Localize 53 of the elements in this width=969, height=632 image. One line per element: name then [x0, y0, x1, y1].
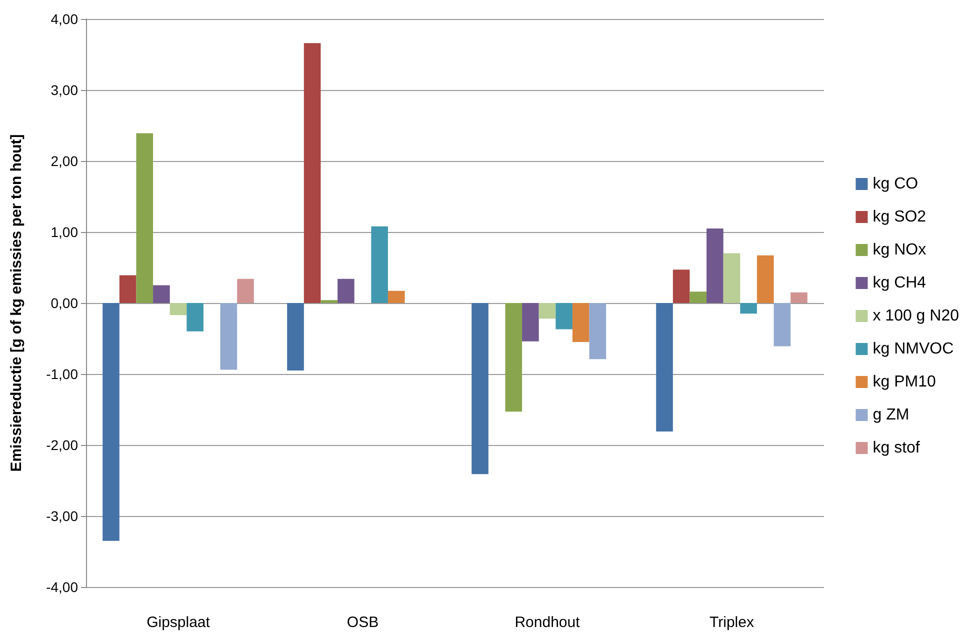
y-tick-label: 3,00 — [50, 82, 78, 98]
bar — [338, 278, 354, 303]
x-tick-label: Rondhout — [514, 614, 581, 631]
bar — [304, 43, 321, 303]
bar — [102, 303, 120, 541]
bar — [538, 303, 556, 319]
bar — [170, 303, 187, 316]
legend-label: kg PM10 — [872, 374, 936, 390]
bar — [690, 292, 707, 303]
bar — [756, 255, 774, 303]
bar — [153, 285, 170, 303]
bar — [656, 303, 673, 432]
bar — [556, 303, 572, 330]
bar — [136, 133, 154, 303]
y-axis-title: Emissiereductie [g of kg emissies per ton hout] — [8, 134, 25, 472]
y-tick-label: -4,00 — [46, 579, 78, 595]
bar — [371, 226, 388, 303]
bar — [472, 303, 488, 474]
bar — [723, 253, 740, 303]
bar — [706, 228, 724, 303]
y-tick-label: 4,00 — [50, 11, 78, 27]
legend-label: kg NOx — [872, 242, 926, 258]
y-tick-label: -2,00 — [46, 437, 78, 453]
bar — [237, 278, 254, 303]
x-tick-label: Gipsplaat — [146, 614, 211, 631]
legend-label: kg CO — [872, 176, 918, 192]
legend-label: kg CH4 — [872, 274, 926, 292]
bar — [287, 303, 304, 370]
bar — [505, 303, 522, 412]
y-tick-label: -3,00 — [46, 508, 78, 524]
bar — [119, 275, 136, 303]
bar — [220, 303, 238, 370]
legend-label: kg NMVOC — [872, 340, 954, 358]
bar — [589, 303, 606, 360]
y-tick-label: 0,00 — [50, 295, 78, 311]
x-tick-label: Triplex — [710, 614, 754, 631]
bar — [186, 303, 204, 332]
bar — [790, 292, 808, 303]
bar — [672, 270, 690, 303]
legend-label: g ZM — [872, 406, 910, 424]
bar — [774, 303, 791, 346]
legend-label: x 100 g N20 — [872, 308, 960, 324]
legend-label: kg stof — [872, 440, 920, 456]
bar — [320, 300, 338, 303]
y-tick-label: 2,00 — [50, 153, 78, 169]
bar — [522, 303, 539, 342]
legend-label: kg SO2 — [872, 208, 926, 226]
bar — [572, 303, 590, 342]
x-tick-label: OSB — [346, 614, 379, 631]
y-tick-label: 1,00 — [50, 224, 78, 240]
bar — [388, 290, 405, 303]
bar — [740, 303, 757, 314]
y-tick-label: -1,00 — [46, 366, 78, 382]
